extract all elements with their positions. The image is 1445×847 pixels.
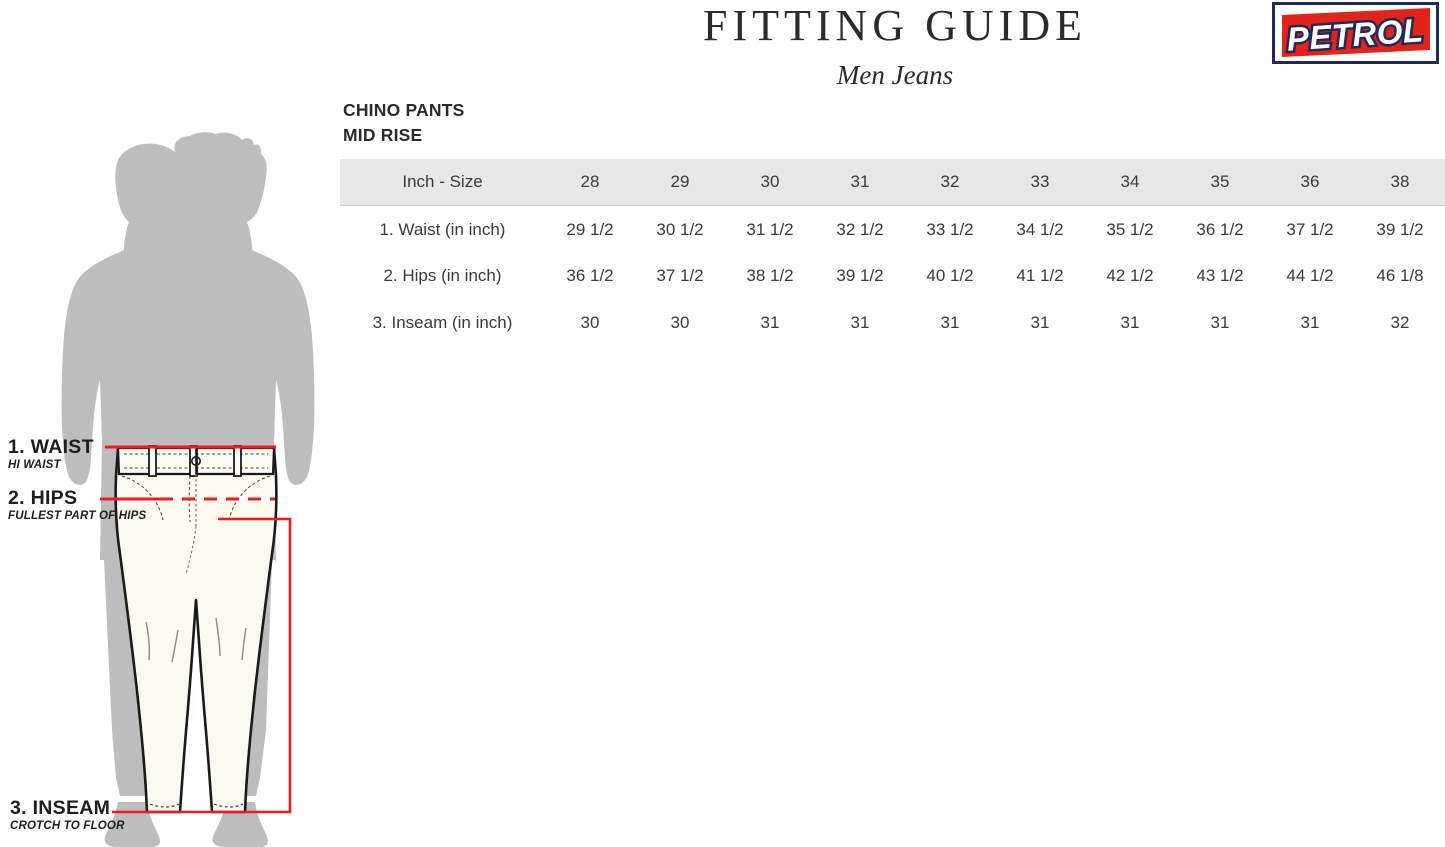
size-table: Inch - Size 28 29 30 31 32 33 34 35 36 3… <box>340 158 1445 347</box>
size-table-header-row: Inch - Size 28 29 30 31 32 33 34 35 36 3… <box>340 158 1445 207</box>
table-row: 2. Hips (in inch) 36 1/2 37 1/2 38 1/2 3… <box>340 252 1445 300</box>
hips-label-subtitle: FULLEST PART OF HIPS <box>8 510 147 523</box>
leg-crease <box>241 627 247 661</box>
table-cell: 32 <box>1355 299 1445 347</box>
table-row: 3. Inseam (in inch) 30 30 31 31 31 31 31… <box>340 299 1445 347</box>
inseam-label-subtitle: CROTCH TO FLOOR <box>10 820 125 833</box>
petrol-logo-svg: PETROL <box>1272 2 1439 64</box>
table-cell: 36 1/2 <box>545 252 635 300</box>
crotch-seam <box>185 525 197 575</box>
size-column-header: 29 <box>635 158 725 207</box>
table-cell: 39 1/2 <box>815 252 905 300</box>
size-column-header: 33 <box>995 158 1085 207</box>
table-cell: 31 <box>815 299 905 347</box>
table-cell: 30 <box>635 299 725 347</box>
leg-crease <box>145 621 151 661</box>
pants-outline <box>114 446 278 814</box>
size-column-header: 34 <box>1085 158 1175 207</box>
size-column-header: 35 <box>1175 158 1265 207</box>
table-cell: 40 1/2 <box>905 252 995 300</box>
waist-label-title: 1. WAIST <box>8 436 94 458</box>
size-column-header: 31 <box>815 158 905 207</box>
inseam-label-title: 3. INSEAM <box>10 797 111 819</box>
measurement-label-waist: 1. WAIST HI WAIST <box>8 437 94 472</box>
size-column-header: 32 <box>905 158 995 207</box>
table-cell: 42 1/2 <box>1085 252 1175 300</box>
leg-crease <box>215 617 221 657</box>
product-line-2: MID RISE <box>343 125 423 146</box>
row-label: 2. Hips (in inch) <box>340 252 545 300</box>
table-cell: 37 1/2 <box>635 252 725 300</box>
size-table-section: CHINO PANTS MID RISE Inch - Size 28 29 3… <box>340 98 1445 347</box>
table-cell: 29 1/2 <box>545 205 635 253</box>
product-line-1: CHINO PANTS <box>343 100 465 120</box>
hem-left <box>149 803 180 808</box>
row-label: 3. Inseam (in inch) <box>340 299 545 347</box>
petrol-logo: PETROL <box>1272 2 1439 64</box>
measurement-label-inseam: 3. INSEAM CROTCH TO FLOOR <box>10 798 125 833</box>
table-cell: 36 1/2 <box>1175 205 1265 253</box>
table-cell: 46 1/8 <box>1355 252 1445 300</box>
size-column-header: 38 <box>1355 158 1445 207</box>
table-cell: 37 1/2 <box>1265 205 1355 253</box>
table-row: 1. Waist (in inch) 29 1/2 30 1/2 31 1/2 … <box>340 205 1445 253</box>
table-cell: 39 1/2 <box>1355 205 1445 253</box>
table-cell: 31 <box>1265 299 1355 347</box>
size-column-header: 28 <box>545 158 635 207</box>
figure-svg <box>61 132 315 847</box>
pocket-right <box>228 475 271 521</box>
table-cell: 34 1/2 <box>995 205 1085 253</box>
size-table-body: 1. Waist (in inch) 29 1/2 30 1/2 31 1/2 … <box>340 205 1445 347</box>
measurement-guides <box>100 445 292 814</box>
inseam-guide-bracket <box>112 517 292 814</box>
table-cell: 32 1/2 <box>815 205 905 253</box>
table-corner-label: Inch - Size <box>340 158 545 207</box>
table-cell: 38 1/2 <box>725 252 815 300</box>
hem-right <box>213 803 244 808</box>
leg-crease <box>171 629 179 663</box>
measurement-label-hips: 2. HIPS FULLEST PART OF HIPS <box>8 488 146 523</box>
page-subtitle: Men Jeans <box>836 60 954 90</box>
table-cell: 31 <box>725 299 815 347</box>
row-label: 1. Waist (in inch) <box>340 205 545 253</box>
table-cell: 35 1/2 <box>1085 205 1175 253</box>
table-cell: 43 1/2 <box>1175 252 1265 300</box>
table-cell: 30 <box>545 299 635 347</box>
table-cell: 31 <box>995 299 1085 347</box>
table-cell: 31 <box>905 299 995 347</box>
product-type-heading: CHINO PANTS MID RISE <box>340 98 1445 149</box>
size-column-header: 30 <box>725 158 815 207</box>
page-title: FITTING GUIDE <box>703 1 1087 50</box>
table-cell: 33 1/2 <box>905 205 995 253</box>
size-table-header: Inch - Size 28 29 30 31 32 33 34 35 36 3… <box>340 158 1445 207</box>
size-column-header: 36 <box>1265 158 1355 207</box>
table-cell: 30 1/2 <box>635 205 725 253</box>
table-cell: 31 <box>1175 299 1265 347</box>
table-cell: 41 1/2 <box>995 252 1085 300</box>
waist-button-icon <box>191 455 202 466</box>
body-figure-illustration <box>0 130 330 847</box>
table-cell: 31 1/2 <box>725 205 815 253</box>
waist-label-subtitle: HI WAIST <box>8 459 61 472</box>
hips-label-title: 2. HIPS <box>8 487 78 509</box>
pocket-left <box>121 475 164 521</box>
table-cell: 44 1/2 <box>1265 252 1355 300</box>
belt-loop <box>148 445 157 477</box>
belt-loop <box>233 445 242 477</box>
page-title-block: FITTING GUIDE Men Jeans <box>560 0 1230 91</box>
table-cell: 31 <box>1085 299 1175 347</box>
